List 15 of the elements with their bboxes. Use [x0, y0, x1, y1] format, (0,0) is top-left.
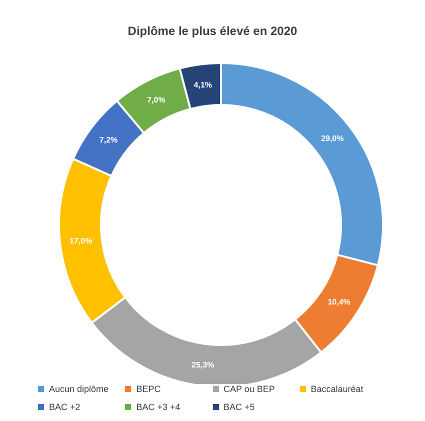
- legend-label: Baccalauréat: [310, 384, 364, 394]
- legend-label: BAC +3 +4: [136, 402, 180, 412]
- data-label: 10,4%: [328, 298, 350, 307]
- data-label: 4,1%: [194, 80, 212, 90]
- data-label: 7,2%: [99, 135, 118, 144]
- data-label: 25,3%: [192, 360, 214, 370]
- legend-label: BEPC: [136, 384, 161, 394]
- data-label: 29,0%: [321, 134, 344, 144]
- data-label: 17,0%: [70, 236, 92, 246]
- legend-label: CAP ou BEP: [224, 384, 275, 394]
- legend-label: BAC +2: [49, 402, 80, 412]
- data-label: 7,0%: [147, 95, 166, 104]
- legend-label: Aucun diplôme: [49, 384, 109, 394]
- legend-label: BAC +5: [224, 402, 255, 412]
- chart-title: Diplôme le plus élevé en 2020: [126, 23, 298, 40]
